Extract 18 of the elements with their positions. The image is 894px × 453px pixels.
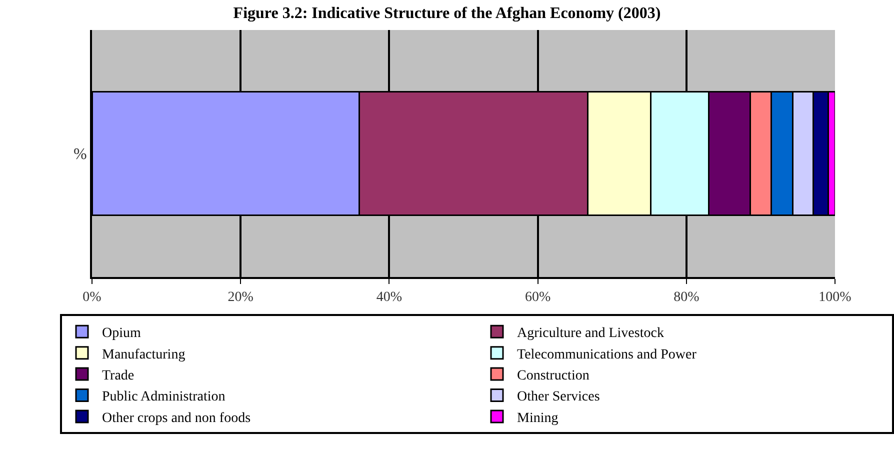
x-tick-label: 60% [524, 290, 551, 305]
x-tick-label: 100% [818, 290, 852, 305]
legend-label: Other Services [517, 390, 600, 405]
x-tick-label: 80% [674, 290, 700, 305]
x-tick-label: 40% [376, 290, 402, 305]
legend-label: Trade [102, 368, 134, 384]
x-tick-label: 20% [228, 290, 254, 305]
legend-label: Public Administration [102, 390, 226, 405]
legend-label: Mining [517, 410, 558, 426]
legend-label: Opium [102, 326, 141, 342]
y-tick-label: % [73, 146, 87, 164]
legend-label: Other crops and non foods [102, 410, 251, 426]
chart-title: Figure 3.2: Indicative Structure of the Afghan Economy (2003) [233, 4, 661, 22]
legend-label: Construction [517, 368, 590, 384]
x-tick-label: 0% [82, 290, 102, 305]
legend-label: Manufacturing [102, 347, 186, 362]
legend-label: Agriculture and Livestock [517, 326, 664, 342]
legend-label: Telecommunications and Power [517, 347, 697, 362]
